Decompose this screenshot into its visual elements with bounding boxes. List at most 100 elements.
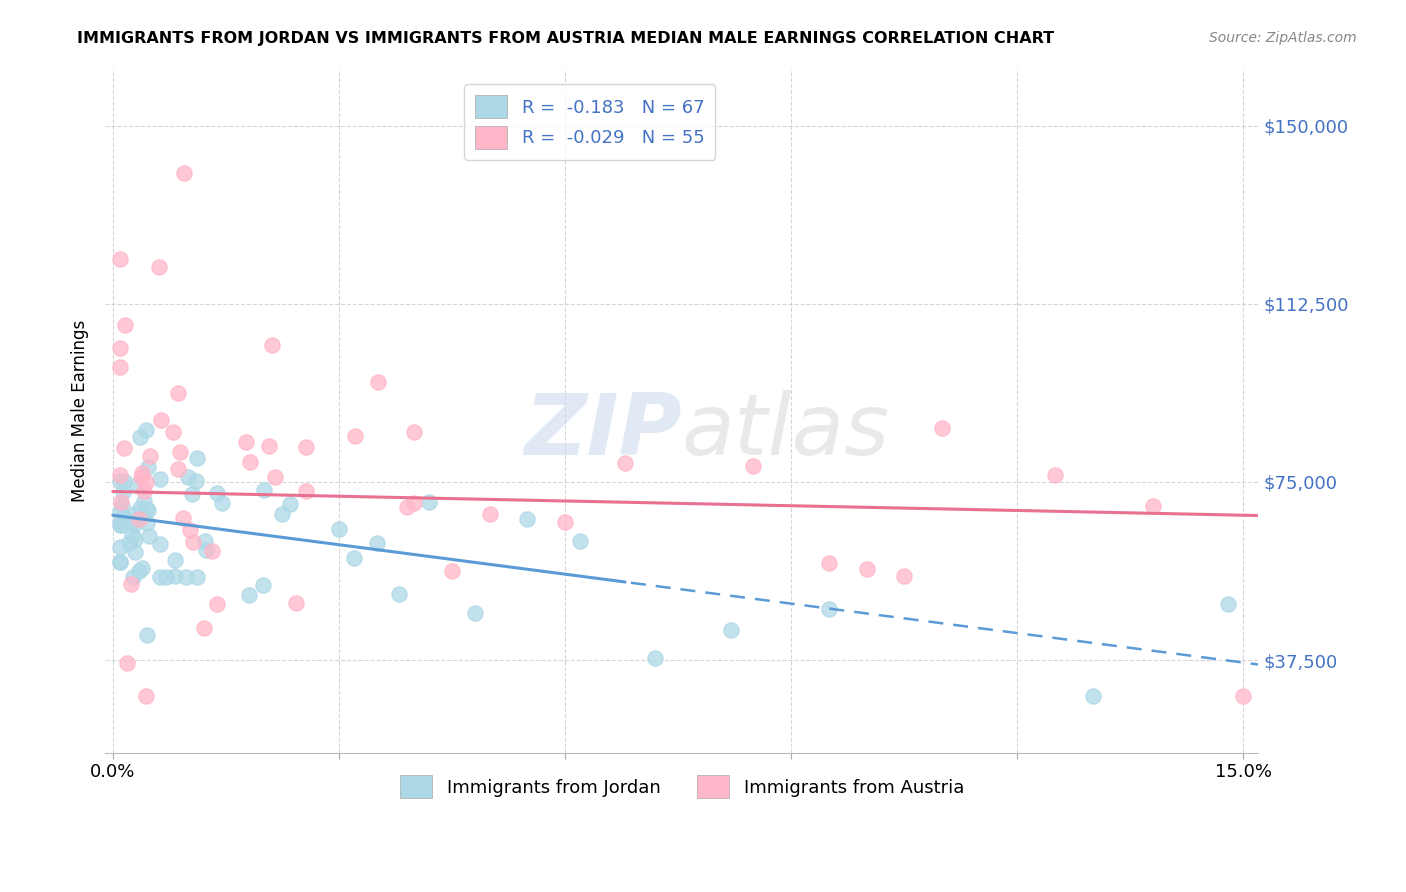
Point bbox=[179, 523, 201, 537]
Point bbox=[139, 449, 162, 463]
Point bbox=[117, 656, 139, 670]
Point bbox=[124, 532, 146, 546]
Point bbox=[110, 359, 132, 374]
Point bbox=[135, 689, 157, 703]
Point bbox=[129, 470, 152, 484]
Point bbox=[253, 483, 276, 497]
Point bbox=[110, 556, 132, 570]
Point bbox=[194, 533, 217, 548]
Point bbox=[1142, 499, 1164, 513]
Point bbox=[112, 441, 135, 455]
Point bbox=[135, 516, 157, 531]
Point bbox=[817, 602, 839, 616]
Point bbox=[177, 470, 200, 484]
Point bbox=[464, 607, 486, 621]
Point bbox=[148, 260, 170, 275]
Point bbox=[257, 439, 280, 453]
Point bbox=[118, 536, 141, 550]
Point bbox=[271, 507, 294, 521]
Point bbox=[136, 459, 159, 474]
Point bbox=[195, 542, 218, 557]
Point bbox=[295, 484, 318, 499]
Point bbox=[184, 474, 207, 488]
Point bbox=[128, 512, 150, 526]
Point bbox=[136, 628, 159, 642]
Point bbox=[644, 650, 666, 665]
Point bbox=[201, 544, 224, 558]
Point bbox=[138, 529, 160, 543]
Point bbox=[264, 470, 287, 484]
Point bbox=[1218, 597, 1240, 611]
Point bbox=[110, 540, 132, 554]
Point bbox=[388, 587, 411, 601]
Point bbox=[162, 425, 184, 440]
Point bbox=[149, 537, 172, 551]
Point bbox=[132, 494, 155, 508]
Point bbox=[1043, 468, 1066, 483]
Point bbox=[278, 497, 301, 511]
Point bbox=[295, 440, 318, 454]
Point bbox=[112, 474, 135, 488]
Point bbox=[181, 534, 204, 549]
Point bbox=[404, 496, 426, 510]
Point bbox=[132, 483, 155, 498]
Point bbox=[1270, 394, 1292, 409]
Text: ZIP: ZIP bbox=[524, 390, 682, 473]
Point bbox=[205, 597, 228, 611]
Point bbox=[554, 515, 576, 529]
Point bbox=[180, 487, 202, 501]
Point bbox=[166, 386, 188, 401]
Point bbox=[135, 423, 157, 437]
Point bbox=[121, 570, 143, 584]
Point bbox=[252, 578, 274, 592]
Point bbox=[110, 342, 132, 356]
Point bbox=[817, 557, 839, 571]
Point bbox=[163, 569, 186, 583]
Point bbox=[135, 475, 157, 489]
Point bbox=[120, 516, 142, 531]
Point bbox=[205, 485, 228, 500]
Point bbox=[404, 425, 426, 439]
Point bbox=[114, 318, 136, 333]
Point bbox=[122, 507, 145, 521]
Point bbox=[112, 510, 135, 524]
Point bbox=[125, 478, 148, 492]
Point bbox=[110, 504, 132, 518]
Point bbox=[186, 451, 208, 466]
Point bbox=[110, 555, 132, 569]
Point bbox=[396, 500, 419, 514]
Point bbox=[366, 536, 388, 550]
Point bbox=[136, 502, 159, 516]
Point bbox=[440, 565, 463, 579]
Y-axis label: Median Male Earnings: Median Male Earnings bbox=[72, 319, 89, 502]
Point bbox=[262, 337, 284, 351]
Point bbox=[110, 474, 132, 488]
Point bbox=[111, 485, 134, 500]
Point bbox=[129, 500, 152, 515]
Point bbox=[516, 512, 538, 526]
Legend: Immigrants from Jordan, Immigrants from Austria: Immigrants from Jordan, Immigrants from … bbox=[392, 768, 972, 805]
Point bbox=[155, 570, 177, 584]
Point bbox=[1081, 689, 1104, 703]
Point bbox=[110, 518, 132, 533]
Point bbox=[110, 468, 132, 483]
Point bbox=[931, 420, 953, 434]
Point bbox=[193, 620, 215, 634]
Point bbox=[418, 495, 440, 509]
Point bbox=[614, 456, 637, 470]
Point bbox=[284, 596, 307, 610]
Point bbox=[111, 500, 134, 514]
Point bbox=[343, 551, 366, 566]
Point bbox=[149, 413, 172, 427]
Point bbox=[569, 534, 592, 549]
Point bbox=[149, 473, 172, 487]
Point bbox=[122, 517, 145, 532]
Point bbox=[131, 561, 153, 575]
Point bbox=[344, 429, 367, 443]
Point bbox=[169, 445, 191, 459]
Point bbox=[855, 561, 877, 575]
Point bbox=[176, 570, 198, 584]
Text: IMMIGRANTS FROM JORDAN VS IMMIGRANTS FROM AUSTRIA MEDIAN MALE EARNINGS CORRELATI: IMMIGRANTS FROM JORDAN VS IMMIGRANTS FRO… bbox=[77, 31, 1054, 46]
Point bbox=[110, 495, 132, 509]
Text: Source: ZipAtlas.com: Source: ZipAtlas.com bbox=[1209, 31, 1357, 45]
